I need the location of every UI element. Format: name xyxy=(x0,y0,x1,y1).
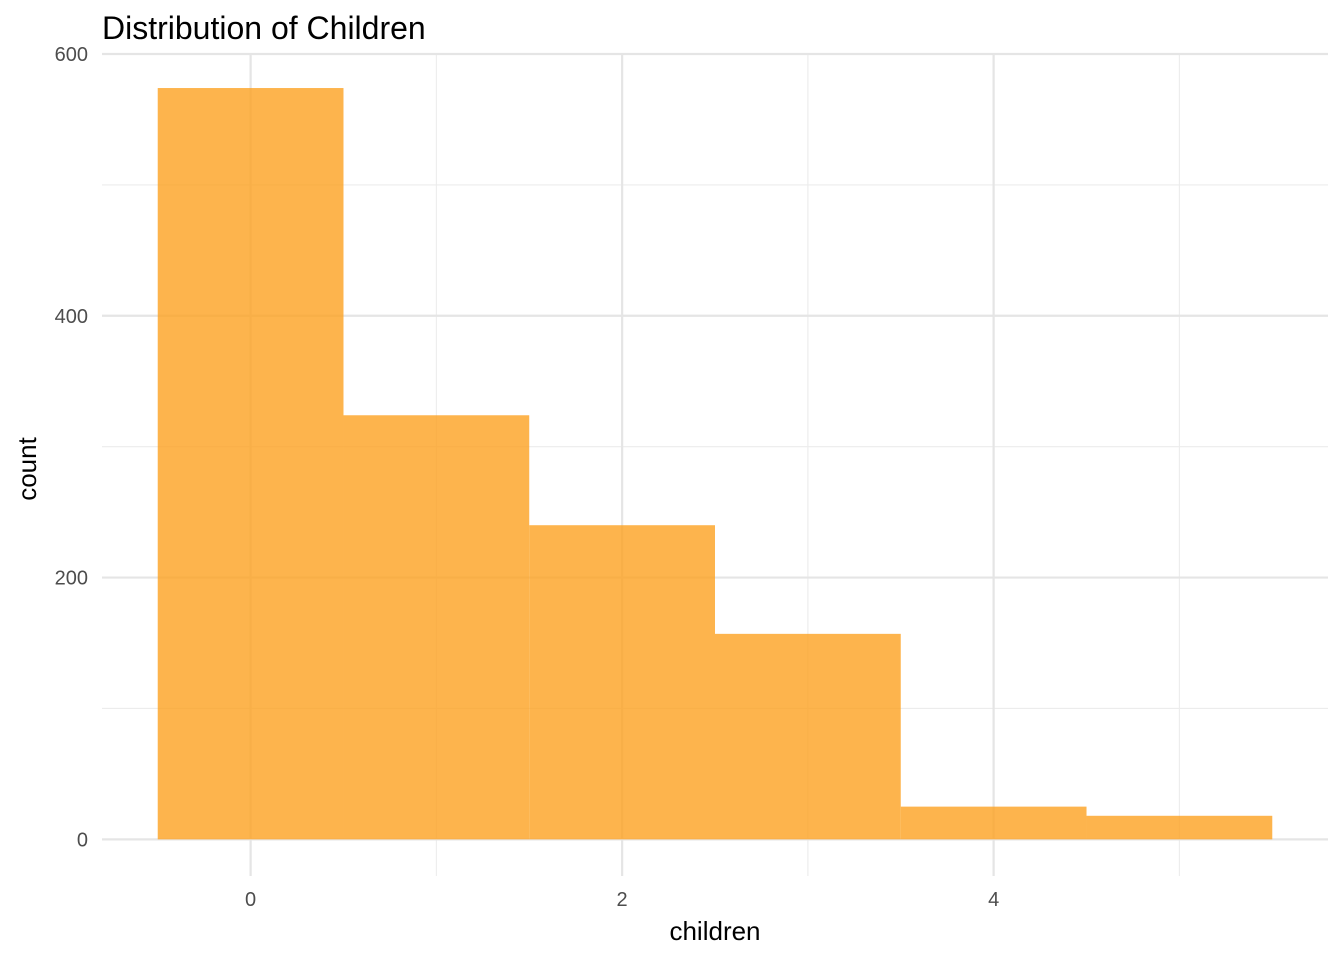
histogram-bar xyxy=(715,633,901,840)
bars-group xyxy=(157,88,1273,840)
x-axis-title: children xyxy=(669,916,760,946)
chart-title: Distribution of Children xyxy=(102,10,426,46)
y-tick-label: 400 xyxy=(55,306,88,328)
x-tick-label: 4 xyxy=(988,889,999,911)
tick-labels: 0 200 400 600 0 2 4 xyxy=(55,44,1000,911)
y-tick-label: 0 xyxy=(77,829,88,851)
x-tick-label: 2 xyxy=(617,889,628,911)
x-tick-label: 0 xyxy=(245,889,256,911)
histogram-bar xyxy=(1086,815,1273,840)
histogram-bar xyxy=(529,525,715,840)
histogram-bar xyxy=(900,806,1087,840)
y-tick-label: 600 xyxy=(55,44,88,66)
histogram-bar xyxy=(157,88,344,840)
y-axis-title: count xyxy=(12,436,42,500)
histogram-bar xyxy=(343,415,530,840)
y-tick-label: 200 xyxy=(55,568,88,590)
